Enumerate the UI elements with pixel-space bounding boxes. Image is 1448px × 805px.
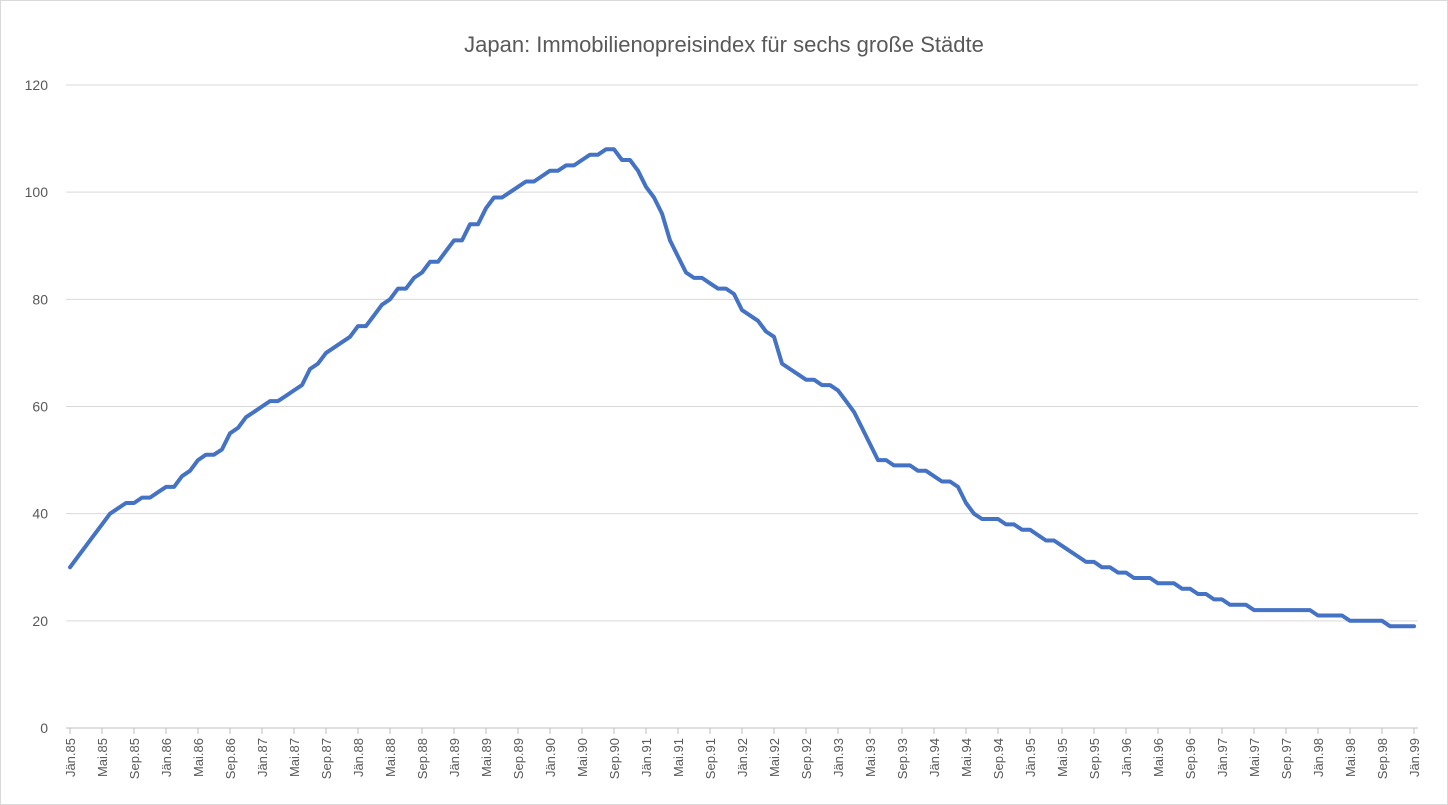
x-tick-label: Sep.89	[511, 738, 526, 779]
x-tick-label: Jän.92	[735, 738, 750, 777]
x-tick-label: Mai.93	[863, 738, 878, 777]
x-tick-label: Jän.99	[1407, 738, 1422, 777]
y-tick-label: 120	[25, 77, 49, 93]
x-tick-label: Sep.98	[1375, 738, 1390, 779]
x-tick-label: Mai.95	[1055, 738, 1070, 777]
x-tick-label: Jän.91	[639, 738, 654, 777]
x-tick-label: Jän.88	[351, 738, 366, 777]
x-tick-label: Sep.97	[1279, 738, 1294, 779]
x-tick-label: Sep.85	[127, 738, 142, 779]
x-tick-label: Sep.96	[1183, 738, 1198, 779]
y-tick-label: 60	[32, 399, 48, 415]
chart-title: Japan: Immobilienopreisindex für sechs g…	[464, 32, 984, 57]
x-tick-label: Mai.88	[383, 738, 398, 777]
x-tick-label: Mai.90	[575, 738, 590, 777]
x-tick-label: Mai.98	[1343, 738, 1358, 777]
x-tick-label: Sep.91	[703, 738, 718, 779]
x-tick-label: Mai.86	[191, 738, 206, 777]
x-tick-label: Jän.95	[1023, 738, 1038, 777]
line-series	[68, 147, 1416, 629]
x-tick-label: Mai.91	[671, 738, 686, 777]
x-tick-label: Mai.87	[287, 738, 302, 777]
x-tick-label: Jän.97	[1215, 738, 1230, 777]
x-tick-label: Sep.86	[223, 738, 238, 779]
x-tick-label: Sep.87	[319, 738, 334, 779]
x-tick-label: Jän.86	[159, 738, 174, 777]
y-tick-label: 40	[32, 506, 48, 522]
x-tick-label: Sep.88	[415, 738, 430, 779]
x-tick-label: Jän.87	[255, 738, 270, 777]
x-tick-label: Jän.85	[63, 738, 78, 777]
x-tick-label: Jän.94	[927, 738, 942, 777]
x-tick-label: Sep.92	[799, 738, 814, 779]
x-tick-label: Sep.93	[895, 738, 910, 779]
x-tick-label: Jän.98	[1311, 738, 1326, 777]
x-tick-label: Sep.95	[1087, 738, 1102, 779]
x-tick-label: Jän.93	[831, 738, 846, 777]
y-tick-label: 100	[25, 184, 49, 200]
x-tick-label: Mai.85	[95, 738, 110, 777]
x-tick-label: Mai.97	[1247, 738, 1262, 777]
x-tick-label: Mai.96	[1151, 738, 1166, 777]
x-tick-label: Sep.94	[991, 738, 1006, 779]
x-tick-label: Jän.90	[543, 738, 558, 777]
x-tick-label: Sep.90	[607, 738, 622, 779]
y-tick-label: 20	[32, 613, 48, 629]
y-tick-label: 80	[32, 291, 48, 307]
x-tick-label: Mai.89	[479, 738, 494, 777]
y-tick-label: 0	[40, 720, 48, 736]
x-tick-label: Jän.96	[1119, 738, 1134, 777]
x-tick-label: Mai.92	[767, 738, 782, 777]
x-tick-label: Mai.94	[959, 738, 974, 777]
x-tick-label: Jän.89	[447, 738, 462, 777]
